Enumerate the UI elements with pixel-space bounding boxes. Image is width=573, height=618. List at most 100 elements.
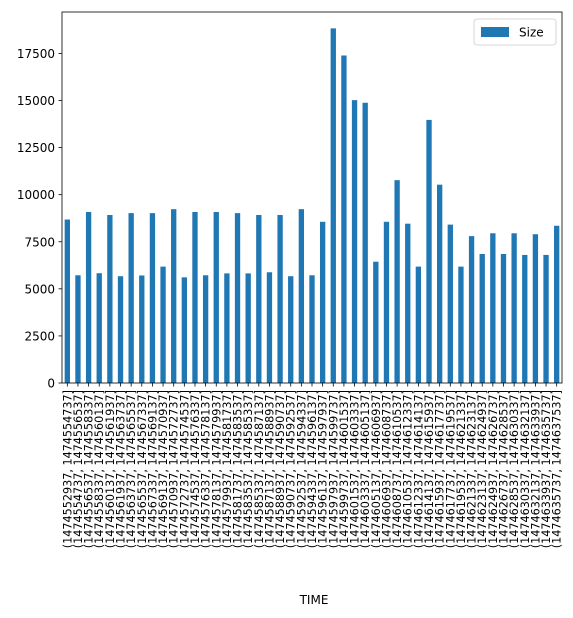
bar — [96, 273, 102, 383]
x-tick-label: (1474619537, 1474621337] — [455, 390, 468, 548]
x-tick-label: (1474614137, 1474615937] — [423, 390, 436, 548]
x-tick-label: (1474617737, 1474619537] — [444, 390, 457, 548]
x-tick-label: (1474606937, 1474608737] — [380, 390, 393, 548]
x-tick-label: (1474621337, 1474623137] — [466, 390, 479, 548]
bar — [256, 215, 262, 383]
bar — [128, 213, 134, 383]
x-tick-label: (1474581737, 1474583537] — [232, 390, 245, 548]
x-tick-label: (1474601537, 1474603337] — [349, 390, 362, 548]
bar — [319, 221, 326, 383]
y-tick-label: 17500 — [17, 47, 55, 61]
bar — [341, 55, 347, 383]
bar — [171, 209, 177, 383]
x-tick-label: (1474605137, 1474606937] — [370, 390, 383, 548]
x-tick-label: (1474599737, 1474601537] — [338, 390, 351, 548]
x-tick-label: (1474612337, 1474614137] — [412, 390, 425, 548]
bar — [437, 184, 443, 383]
bar — [351, 100, 358, 383]
bar — [383, 221, 390, 383]
x-tick-label: (1474567337, 1474569137] — [146, 390, 159, 548]
x-tick-label: (1474592537, 1474594337] — [295, 390, 308, 548]
x-tick-label: (1474578137, 1474579937] — [210, 390, 223, 548]
bar — [213, 212, 219, 383]
y-tick-label: 12500 — [17, 141, 55, 155]
x-tick-label: (1474569137, 1474570937] — [157, 390, 170, 548]
x-tick-label: (1474563737, 1474565537] — [125, 390, 138, 548]
bar — [479, 254, 485, 383]
x-tick-label: (1474632137, 1474633937] — [529, 390, 542, 548]
bar — [373, 261, 379, 383]
bar — [511, 233, 517, 383]
y-tick-label: 7500 — [24, 235, 55, 249]
legend-box — [473, 18, 557, 46]
x-tick-label: (1474556537, 1474558337] — [83, 390, 96, 548]
x-axis: (1474552937, 1474554737](1474554737, 147… — [61, 383, 564, 548]
bar — [288, 276, 294, 383]
bar — [500, 254, 507, 383]
bar — [277, 215, 283, 383]
bar — [362, 102, 368, 384]
x-tick-label: (1474603337, 1474605137] — [359, 390, 372, 548]
legend-label: Size — [519, 26, 544, 40]
x-tick-label: (1474579937, 1474581737] — [221, 390, 234, 548]
x-tick-label: (1474596137, 1474597937] — [317, 390, 330, 548]
legend-swatch — [481, 27, 509, 37]
x-tick-label: (1474635737, 1474637537] — [551, 390, 564, 548]
bar — [298, 209, 305, 383]
bar — [181, 277, 187, 383]
x-tick-label: (1474583537, 1474585337] — [242, 390, 255, 548]
x-tick-label: (1474597937, 1474599737] — [327, 390, 340, 548]
bar — [426, 119, 432, 383]
bar — [139, 275, 145, 383]
x-tick-label: (1474610537, 1474612337] — [402, 390, 415, 548]
x-tick-label: (1474628537, 1474630337] — [508, 390, 521, 548]
x-tick-label: (1474565537, 1474567337] — [136, 390, 149, 548]
legend: Size — [473, 18, 557, 46]
bar — [107, 215, 113, 383]
y-axis: 0 2500 5000 7500 10000 12500 15000 17500 — [17, 47, 62, 391]
x-tick-label: (1474576337, 1474578137] — [200, 390, 213, 548]
x-tick-label: (1474594337, 1474596137] — [306, 390, 319, 548]
x-tick-label: (1474587137, 1474588937] — [263, 390, 276, 548]
x-tick-label: (1474615937, 1474617737] — [434, 390, 447, 548]
bar — [458, 266, 464, 383]
x-tick-label: (1474588937, 1474590737] — [274, 390, 287, 548]
x-tick-label: (1474558337, 1474560137] — [93, 390, 106, 548]
bar — [522, 254, 528, 383]
bar — [149, 213, 156, 383]
x-tick-label: (1474552937, 1474554737] — [61, 390, 74, 548]
x-tick-label: (1474626737, 1474628537] — [497, 390, 510, 548]
x-tick-label: (1474624937, 1474626737] — [487, 390, 500, 548]
x-tick-label: (1474590737, 1474592537] — [285, 390, 298, 548]
bar — [543, 254, 549, 383]
y-tick-label: 15000 — [17, 94, 55, 108]
bar — [447, 224, 453, 383]
bar — [554, 225, 560, 383]
x-tick-label: (1474572737, 1474574537] — [178, 390, 191, 548]
y-tick-label: 5000 — [24, 282, 55, 296]
bar — [394, 180, 400, 383]
bar — [75, 275, 81, 383]
bar — [405, 223, 411, 383]
x-tick-label: (1474608737, 1474610537] — [391, 390, 404, 548]
bar — [532, 234, 539, 383]
bar — [224, 273, 230, 383]
plot-frame — [61, 11, 563, 384]
bar — [415, 266, 422, 383]
bars-group — [64, 28, 560, 384]
bar — [330, 28, 336, 383]
x-tick-label: (1474623137, 1474624937] — [476, 390, 489, 548]
x-tick-label: (1474585337, 1474587137] — [253, 390, 266, 548]
x-tick-label: (1474561937, 1474563737] — [115, 390, 128, 548]
bar — [245, 273, 251, 383]
bar — [490, 233, 496, 383]
x-tick-label: (1474574537, 1474576337] — [189, 390, 202, 548]
bar — [85, 212, 92, 383]
y-tick-label: 10000 — [17, 188, 55, 202]
bar — [309, 275, 315, 383]
x-tick-label: (1474554737, 1474556537] — [72, 390, 85, 548]
x-tick-label: (1474633937, 1474635737] — [540, 390, 553, 548]
bar — [202, 275, 209, 383]
y-tick-label: 2500 — [24, 329, 55, 343]
